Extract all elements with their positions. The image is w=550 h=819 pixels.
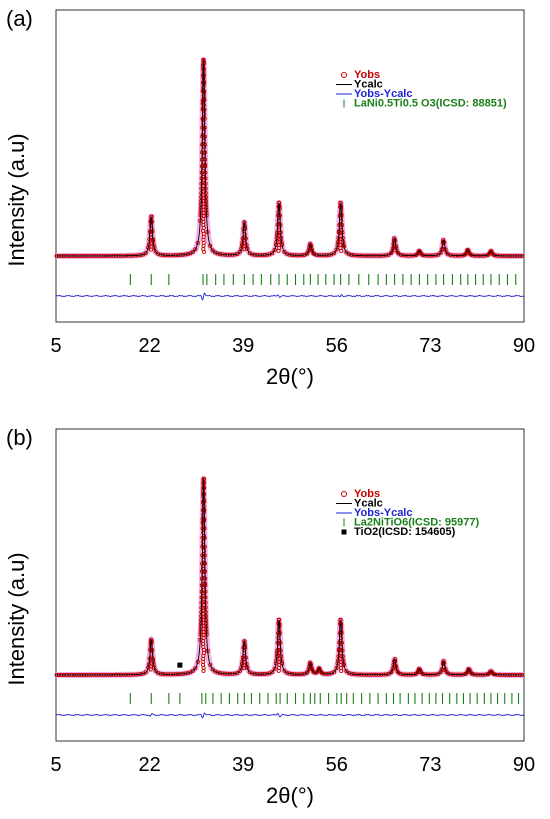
legend: YobsYcalcYobs-YcalcLaNi0.5Ti0.5 O3(ICSD:… [336,69,507,110]
x-tick-label: 22 [138,335,160,357]
bragg-ticks [130,693,518,704]
legend-label: TiO2(ICSD: 154605) [354,526,456,538]
plot-frame [56,10,524,322]
x-tick-label: 73 [419,754,441,776]
profile-group [55,58,524,257]
x-tick-label: 5 [50,335,61,357]
tio2-marker [177,663,182,668]
legend-label: LaNi0.5Ti0.5 O3(ICSD: 88851) [354,98,507,110]
profile-group [55,477,524,676]
x-tick-label: 39 [232,754,254,776]
plot-frame [56,429,524,741]
x-tick-label: 73 [419,335,441,357]
x-tick-label: 56 [326,754,348,776]
ycalc-line [56,479,524,675]
x-tick-label: 22 [138,754,160,776]
legend-marker [342,492,347,497]
y-axis-label: Intensity (a.u) [4,552,29,685]
chart-svg-b: 5 22 39 56 73 90 2θ(°) Intensity (a.u) YobsYcalc… [0,419,550,819]
legend-marker [342,530,347,535]
x-tick-label: 39 [232,335,254,357]
legend: YobsYcalcYobs-YcalcLa2NiTiO6(ICSD: 95977… [336,488,479,538]
bragg-ticks [130,274,515,285]
x-tick-label: 90 [513,335,535,357]
ycalc-line [56,60,524,256]
x-tick-label: 5 [50,754,61,776]
x-axis-label: 2θ(°) [266,364,314,389]
x-tick-label: 56 [326,335,348,357]
yobs-points [55,477,524,676]
yobs-point [203,250,206,253]
chart-panel-b: (b) 5 22 39 56 73 90 2θ(°) Intensity (a.u) Yobs Y… [0,419,550,819]
difference-curve [56,713,524,718]
x-tick-labels: 5 22 39 56 73 90 [50,335,535,357]
yobs-band [56,479,524,675]
difference-curve [56,293,524,300]
yobs-points [55,58,524,257]
chart-panel-a: (a) 5 22 39 56 73 90 2θ(°) Intensity (a.u) Yobs Y… [0,0,550,400]
legend-marker [342,73,347,78]
x-tick-labels: 5 22 39 56 73 90 [50,754,535,776]
chart-svg-a: 5 22 39 56 73 90 2θ(°) Intensity (a.u) YobsYcalc… [0,0,550,400]
y-axis-label: Intensity (a.u) [4,133,29,266]
x-axis-label: 2θ(°) [266,783,314,808]
yobs-band [56,60,524,256]
x-tick-label: 90 [513,754,535,776]
